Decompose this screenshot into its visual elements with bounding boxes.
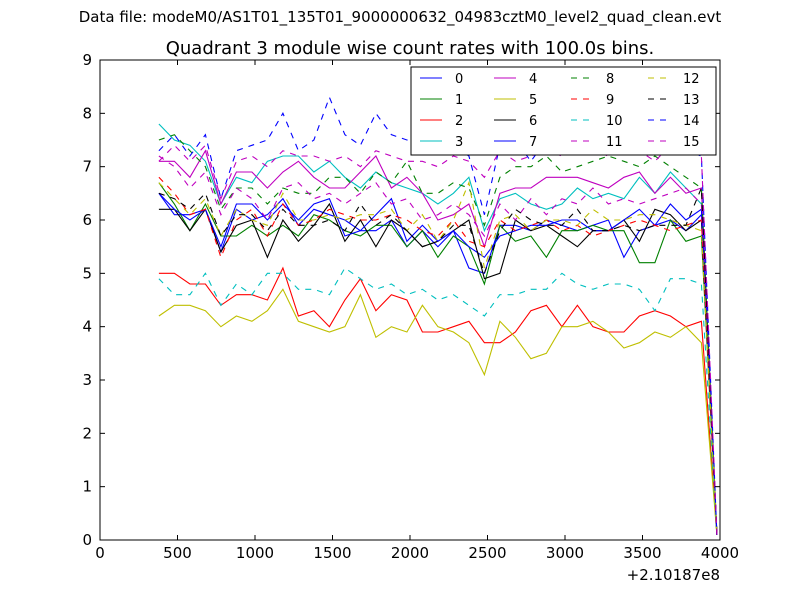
- series-line-7: [158, 192, 718, 535]
- series-group: [158, 95, 718, 535]
- series-line-3: [158, 123, 718, 535]
- series-line-12: [158, 180, 718, 535]
- x-tick-label: 3000: [546, 544, 584, 562]
- legend-label-7: 7: [529, 135, 537, 150]
- legend-label-11: 11: [606, 135, 623, 150]
- series-line-9: [158, 176, 718, 535]
- series-line-2: [158, 266, 718, 535]
- legend-label-2: 2: [455, 114, 463, 129]
- series-line-8: [158, 134, 718, 535]
- y-tick-label: 7: [82, 158, 92, 176]
- legend-label-5: 5: [529, 93, 537, 108]
- legend-label-15: 15: [683, 135, 700, 150]
- x-tick-label: 0: [95, 544, 105, 562]
- chart-title: Quadrant 3 module wise count rates with …: [166, 38, 655, 59]
- x-axis-offset-label: +2.10187e8: [627, 566, 720, 584]
- x-tick-label: 2500: [468, 544, 506, 562]
- legend-label-6: 6: [529, 114, 537, 129]
- x-tick-label: 1500: [313, 544, 351, 562]
- y-tick-label: 0: [82, 531, 92, 549]
- series-line-14: [158, 95, 718, 535]
- series-line-15: [158, 139, 718, 535]
- x-tick-label: 4000: [701, 544, 739, 562]
- y-tick-label: 8: [82, 104, 92, 122]
- legend-label-1: 1: [455, 93, 463, 108]
- legend-label-3: 3: [455, 135, 463, 150]
- x-tick-label: 1000: [236, 544, 274, 562]
- legend-label-8: 8: [606, 72, 614, 87]
- series-line-5: [158, 288, 718, 535]
- x-tick-label: 3500: [623, 544, 661, 562]
- axes: 0 500 1000 1500 2000 2500 3000 3500 400001234567…: [82, 51, 739, 562]
- legend-label-14: 14: [683, 114, 700, 129]
- series-line-10: [158, 267, 718, 535]
- y-tick-label: 6: [82, 211, 92, 229]
- legend-label-12: 12: [683, 72, 700, 87]
- legend-label-9: 9: [606, 93, 614, 108]
- y-tick-label: 9: [82, 51, 92, 69]
- legend-label-4: 4: [529, 72, 537, 87]
- y-tick-label: 2: [82, 424, 92, 442]
- series-line-0: [158, 192, 718, 535]
- x-tick-label: 2000: [391, 544, 429, 562]
- x-tick-label: 500: [163, 544, 192, 562]
- y-tick-label: 1: [82, 478, 92, 496]
- series-line-13: [158, 187, 718, 535]
- y-tick-label: 3: [82, 371, 92, 389]
- series-line-4: [158, 149, 718, 535]
- series-line-11: [158, 155, 718, 535]
- plot-area: [158, 95, 718, 535]
- legend-label-13: 13: [683, 93, 700, 108]
- legend-label-0: 0: [455, 72, 463, 87]
- series-line-6: [158, 202, 718, 535]
- legend-label-10: 10: [606, 114, 623, 129]
- series-line-1: [158, 182, 718, 535]
- y-tick-label: 5: [82, 264, 92, 282]
- legend-box: [410, 66, 717, 156]
- data-file-title: Data file: modeM0/AS1T01_135T01_90000006…: [78, 8, 722, 26]
- y-tick-label: 4: [82, 318, 92, 336]
